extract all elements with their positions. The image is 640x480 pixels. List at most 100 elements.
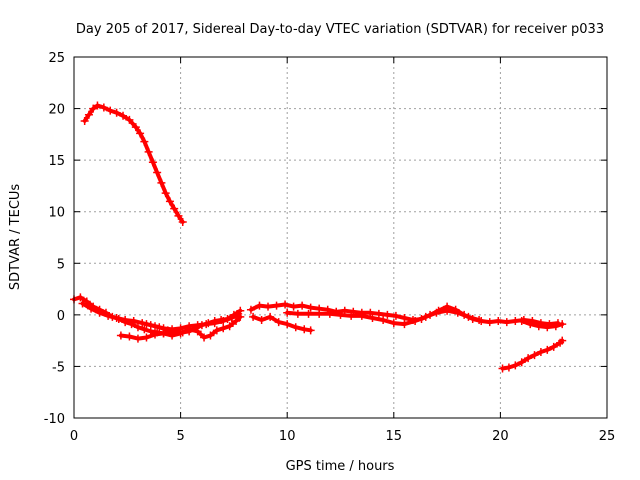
data-point: [389, 319, 398, 328]
tick-labels: 0 5 10 15 20 25 -10 -5 0 5 10 15 20 25: [44, 51, 616, 444]
y-tick-label: -5: [52, 360, 65, 375]
data-point: [200, 333, 209, 342]
data-point: [283, 320, 292, 329]
data-point: [161, 189, 170, 198]
data-point: [225, 322, 234, 331]
series-trace: [82, 103, 185, 224]
data-point: [153, 168, 162, 177]
data-point: [306, 326, 315, 335]
data-point: [176, 324, 185, 333]
y-axis-label: SDTVAR / TECUs: [8, 184, 23, 291]
data-point: [129, 317, 138, 326]
series-track-main-8: [517, 317, 567, 332]
data-point: [494, 317, 503, 326]
y-tick-label: 5: [57, 257, 65, 272]
data-point: [266, 312, 275, 321]
data-point: [133, 334, 142, 343]
data-point: [291, 323, 300, 332]
data-point: [347, 311, 356, 320]
data-point: [272, 301, 281, 310]
data-point: [549, 342, 558, 351]
data-point: [99, 103, 108, 112]
data-point: [315, 309, 324, 318]
data-point: [530, 351, 539, 360]
data-point: [185, 322, 194, 331]
grid-lines: [74, 57, 607, 418]
data-point: [159, 324, 168, 333]
data-point: [558, 320, 567, 329]
data-point: [306, 303, 315, 312]
data-point: [125, 332, 134, 341]
data-point: [89, 104, 98, 113]
data-point: [212, 326, 221, 335]
data-point: [165, 197, 174, 206]
data-point: [526, 320, 535, 329]
data-point: [219, 324, 228, 333]
data-point: [106, 106, 115, 115]
data-point: [411, 317, 420, 326]
data-point: [121, 316, 130, 325]
series-track-main-4: [142, 309, 243, 334]
data-point: [131, 123, 140, 132]
data-point: [93, 101, 102, 110]
data-point: [366, 308, 375, 317]
data-point: [104, 311, 113, 320]
data-point: [357, 311, 366, 320]
y-tick-label: 15: [48, 154, 65, 169]
data-point: [391, 311, 400, 320]
data-point: [112, 108, 121, 117]
data-point: [170, 204, 179, 213]
data-point: [234, 309, 243, 318]
series-track-high: [80, 101, 187, 227]
data-point: [283, 308, 292, 317]
data-point: [536, 347, 545, 356]
y-tick-label: 20: [48, 103, 65, 118]
data-point: [274, 318, 283, 327]
data-point: [140, 137, 149, 146]
plot-frame: [73, 56, 608, 419]
data-point: [202, 320, 211, 329]
data-point: [517, 317, 526, 326]
data-point: [119, 111, 128, 120]
data-point: [178, 218, 187, 227]
data-point: [112, 313, 121, 322]
data-point: [304, 309, 313, 318]
data-point: [502, 318, 511, 327]
data-point: [157, 178, 166, 187]
data-point: [264, 302, 273, 311]
data-point: [125, 115, 134, 124]
series-track-main-7: [283, 306, 484, 329]
data-point: [325, 309, 334, 318]
data-point: [255, 301, 264, 310]
data-point: [400, 320, 409, 329]
data-point: [142, 333, 151, 342]
data-point: [148, 158, 157, 167]
data-point: [511, 361, 520, 370]
data-point: [368, 313, 377, 322]
data-point: [136, 129, 145, 138]
data-point: [80, 116, 89, 125]
data-point: [475, 316, 484, 325]
data-point: [76, 293, 85, 302]
x-tick-label: 15: [386, 429, 403, 444]
data-point: [232, 317, 241, 326]
x-tick-label: 25: [599, 429, 616, 444]
x-tick-label: 5: [176, 429, 184, 444]
y-tick-label: 0: [57, 309, 65, 324]
data-point: [534, 322, 543, 331]
data-point: [504, 363, 513, 372]
y-tick-label: -10: [44, 412, 65, 427]
data-point: [116, 331, 125, 340]
data-point: [246, 305, 255, 314]
data-point: [336, 310, 345, 319]
x-tick-label: 0: [70, 429, 78, 444]
x-axis-label: GPS time / hours: [286, 459, 395, 474]
data-point: [174, 211, 183, 220]
data-point: [133, 323, 142, 332]
data-point: [210, 319, 219, 328]
data-point: [281, 300, 290, 309]
data-point: [551, 322, 560, 331]
series-track-low: [498, 336, 567, 373]
data-point: [524, 354, 533, 363]
